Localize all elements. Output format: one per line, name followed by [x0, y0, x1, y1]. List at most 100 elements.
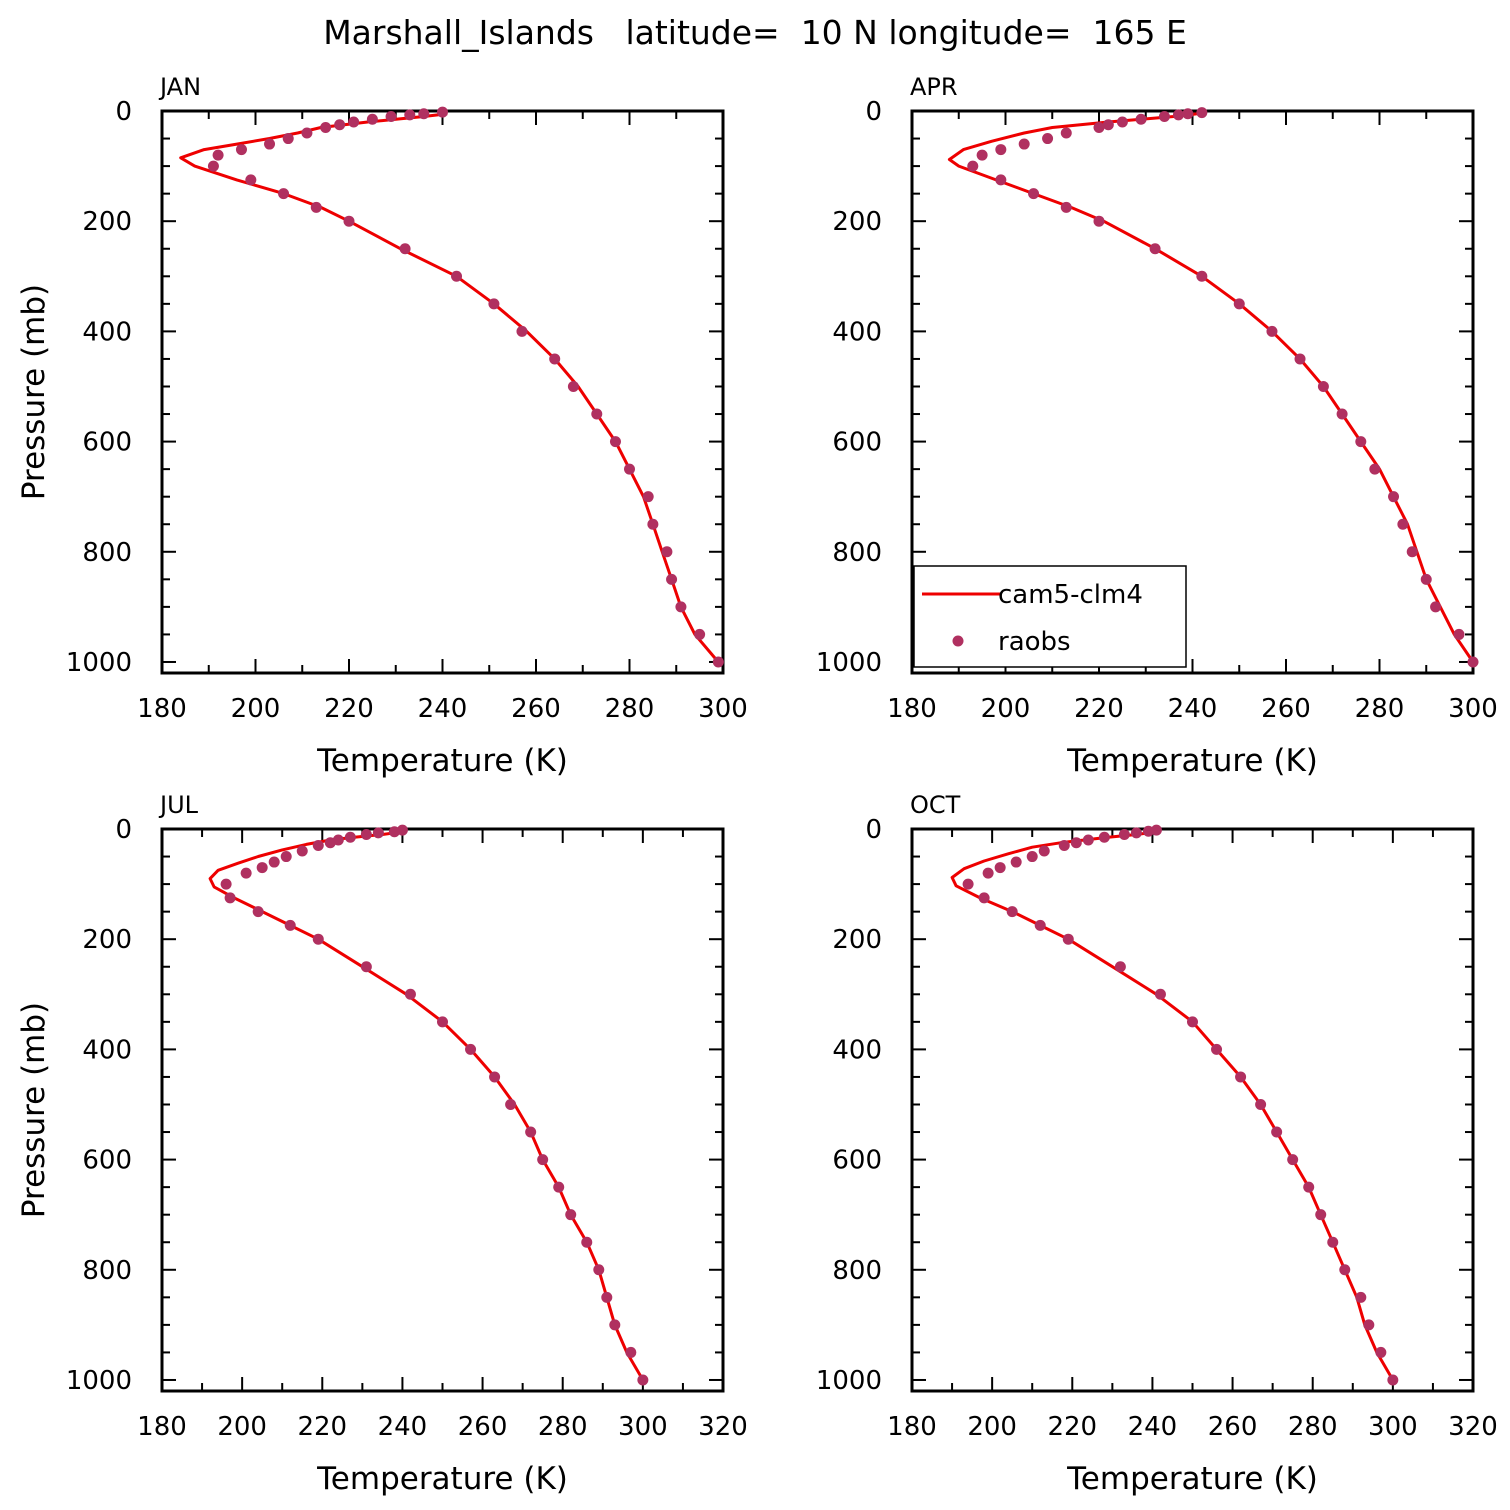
obs-marker-point — [1093, 122, 1105, 134]
panel-jan: JAN 180 200 220 240 260 280 300 0 200 400 600 800 100… — [16, 73, 748, 779]
obs-marker-point — [978, 892, 990, 904]
y-axis-title: Pressure (mb) — [16, 1002, 52, 1218]
x-tick-label: 300 — [1448, 694, 1498, 724]
obs-marker-point — [1315, 1209, 1327, 1221]
obs-marker-point — [324, 837, 336, 849]
panel-label: OCT — [910, 791, 961, 819]
obs-marker-point — [399, 243, 411, 255]
obs-marker-point — [268, 856, 280, 868]
x-axis-title: Temperature (K) — [1066, 743, 1318, 779]
obs-marker-point — [1317, 380, 1329, 392]
x-axis-title: Temperature (K) — [316, 743, 568, 779]
obs-marker-point — [1182, 108, 1194, 120]
obs-marker-point — [1363, 1319, 1375, 1331]
y-tick-label: 200 — [832, 207, 882, 237]
obs-marker-point — [1116, 116, 1128, 128]
panel-label: JAN — [158, 73, 201, 101]
obs-marker-point — [1430, 601, 1442, 613]
x-axis-title: Temperature (K) — [1066, 1461, 1318, 1497]
obs-marker-point — [366, 113, 378, 125]
obs-marker-point — [1266, 325, 1278, 337]
obs-marker-point — [320, 122, 332, 134]
panel-oct: OCT 180 200 220 240 260 280 300 320 0 200 400 600 800… — [816, 791, 1498, 1497]
legend-box — [913, 565, 1187, 668]
y-tick-label: 800 — [82, 1256, 132, 1286]
obs-marker-point — [240, 867, 252, 879]
obs-marker-point — [647, 518, 659, 530]
obs-marker-point — [284, 919, 296, 931]
y-tick-label: 600 — [82, 1146, 132, 1176]
obs-marker-point — [995, 174, 1007, 186]
x-tick-label: 280 — [1288, 1412, 1338, 1442]
obs-marker-point — [388, 826, 400, 838]
x-tick-label: 200 — [231, 694, 281, 724]
obs-marker-point — [1287, 1154, 1299, 1166]
y-tick-label: 1000 — [816, 1366, 882, 1396]
x-tick-label: 260 — [511, 694, 561, 724]
obs-marker-point — [224, 892, 236, 904]
obs-marker-point — [1006, 906, 1018, 918]
obs-marker-point — [593, 1264, 605, 1276]
y-tick-label: 0 — [115, 97, 132, 127]
x-tick-label: 220 — [324, 694, 374, 724]
obs-marker-point — [437, 106, 448, 118]
obs-marker-point — [1271, 1126, 1283, 1138]
y-tick-label: 400 — [832, 1035, 882, 1065]
y-tick-label: 600 — [82, 428, 132, 458]
obs-marker-point — [1158, 111, 1170, 123]
y-tick-label: 1000 — [66, 1366, 132, 1396]
obs-marker-point — [1149, 243, 1161, 255]
obs-marker-point — [1397, 518, 1409, 530]
obs-marker-point — [301, 127, 313, 139]
obs-marker-point — [1142, 825, 1154, 837]
obs-marker-point — [1196, 270, 1208, 282]
obs-marker-point — [1028, 188, 1040, 200]
y-tick-label: 800 — [832, 1256, 882, 1286]
obs-marker-point — [505, 1098, 517, 1110]
panel-apr: APR 180 200 220 240 260 280 300 0 200 400 600 800 100… — [816, 73, 1498, 779]
legend-marker-swatch — [952, 635, 964, 647]
obs-marker-point — [1420, 573, 1432, 585]
obs-marker-point — [1060, 201, 1072, 213]
obs-marker-point — [489, 1071, 501, 1083]
obs-marker-point — [1375, 1346, 1387, 1358]
obs-marker-point — [296, 845, 308, 857]
obs-marker-point — [372, 827, 384, 839]
obs-marker-point — [385, 111, 397, 123]
y-tick-label: 0 — [865, 815, 882, 845]
obs-marker-point — [1196, 107, 1208, 119]
legend-label: cam5-clm4 — [998, 580, 1143, 610]
x-tick-label: 240 — [378, 1412, 428, 1442]
obs-marker-point — [280, 851, 292, 863]
obs-marker-point — [516, 325, 528, 337]
obs-marker-point — [624, 463, 635, 475]
y-tick-label: 600 — [832, 1146, 882, 1176]
y-tick-label: 800 — [82, 538, 132, 568]
x-tick-label: 220 — [1047, 1412, 1097, 1442]
obs-marker-point — [609, 436, 621, 448]
x-tick-label: 180 — [137, 694, 187, 724]
obs-marker-point — [609, 1319, 621, 1331]
obs-marker-point — [1098, 831, 1110, 843]
x-tick-label: 200 — [967, 1412, 1017, 1442]
obs-marker-point — [1255, 1098, 1267, 1110]
obs-marker-point — [1339, 1264, 1351, 1276]
obs-marker-point — [1355, 436, 1367, 448]
y-tick-label: 0 — [115, 815, 132, 845]
x-tick-label: 200 — [981, 694, 1031, 724]
obs-marker-point — [334, 119, 346, 131]
obs-marker-point — [967, 160, 979, 172]
obs-marker-point — [1406, 546, 1418, 558]
obs-marker-point — [1453, 628, 1465, 640]
obs-marker-point — [220, 878, 232, 890]
y-tick-label: 400 — [832, 317, 882, 347]
obs-marker-point — [488, 298, 500, 310]
x-tick-label: 320 — [698, 1412, 748, 1442]
y-tick-label: 200 — [82, 207, 132, 237]
obs-marker-point — [1135, 113, 1147, 125]
obs-marker-point — [252, 906, 264, 918]
legend-label: raobs — [998, 627, 1071, 657]
x-tick-label: 200 — [217, 1412, 267, 1442]
